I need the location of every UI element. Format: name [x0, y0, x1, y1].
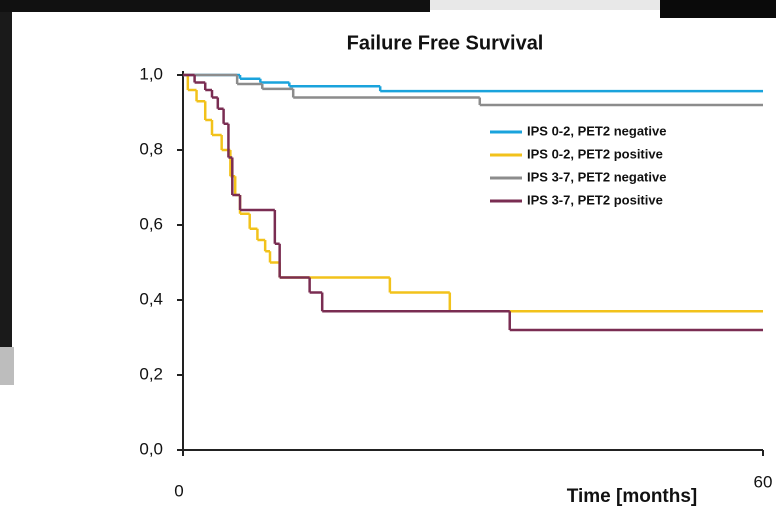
x-tick-label: 0: [174, 481, 183, 500]
background-image: [0, 347, 14, 385]
y-tick-label: 1,0: [139, 64, 163, 83]
y-tick-label: 0,2: [139, 364, 163, 383]
x-axis-label: Time [months]: [567, 486, 698, 507]
y-tick-label: 0,6: [139, 214, 163, 233]
background-image: [430, 0, 660, 10]
legend-label: IPS 3-7, PET2 negative: [527, 169, 666, 184]
y-tick-label: 0,0: [139, 439, 163, 458]
legend-label: IPS 3-7, PET2 positive: [527, 192, 663, 207]
y-tick-label: 0,4: [139, 289, 163, 308]
y-tick-label: 0,8: [139, 139, 163, 158]
background-image: [0, 0, 430, 12]
x-tick-label: 60: [754, 472, 773, 491]
background-image: [660, 0, 776, 18]
background-image: [0, 12, 12, 347]
legend-label: IPS 0-2, PET2 positive: [527, 146, 663, 161]
legend-label: IPS 0-2, PET2 negative: [527, 123, 666, 138]
chart-title: Failure Free Survival: [347, 32, 544, 54]
